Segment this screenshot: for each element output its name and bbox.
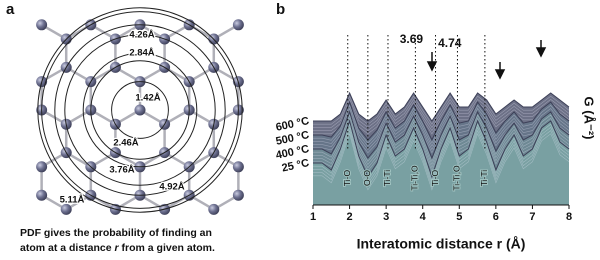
series-trace (313, 98, 570, 128)
series-line (313, 110, 570, 160)
caption-part: atom at a distance (20, 242, 115, 254)
x-tick-label: 1 (310, 211, 316, 223)
distance-label: 2.84Å (129, 48, 154, 59)
pair-label: Ti-O (430, 170, 440, 187)
pair-label: Ti-Ti,O (452, 165, 462, 191)
series-trace (313, 123, 570, 182)
y-axis-label: G (Å⁻²) (582, 97, 597, 140)
atom (134, 104, 146, 116)
series-label: 25 °C (281, 157, 311, 174)
series-line (313, 119, 570, 179)
atom (36, 189, 48, 201)
x-tick-label: 8 (566, 211, 572, 223)
pair-label: Ti-Ti,O (410, 165, 420, 191)
rings: 1.42Å 2.46Å 2.84Å 3.76Å 4.26Å 4.92Å 5.11Å (37, 7, 243, 213)
distance-ring (90, 60, 190, 160)
atom (36, 161, 48, 173)
peak-label: 3.69 (400, 32, 424, 46)
series-trace (313, 104, 570, 144)
distance-ring (54, 24, 226, 196)
x-tick-label: 3 (383, 211, 389, 223)
pair-label: Ti-O (342, 170, 352, 187)
pair-label: O-O (362, 170, 372, 186)
distance-ring (111, 81, 169, 139)
atom (232, 19, 244, 31)
pair-label: Ti-Ti (382, 170, 392, 186)
distance-ring (41, 11, 239, 209)
distance-label: 1.42Å (135, 93, 160, 104)
atom (208, 203, 220, 215)
distance-ring (37, 7, 243, 213)
caption-part: from a given atom. (119, 242, 215, 254)
series-trace (313, 107, 570, 147)
series-line (313, 91, 570, 122)
series-trace (313, 114, 570, 163)
atom (60, 203, 72, 215)
x-tick-label: 2 (347, 211, 353, 223)
x-tick-label: 4 (420, 211, 427, 223)
x-tick-label: 6 (493, 211, 499, 223)
arrows (426, 40, 547, 80)
series-trace (313, 120, 570, 169)
panel-letter: a (6, 1, 15, 18)
x-tick-label: 5 (456, 211, 462, 223)
caption: atom at a distance r from a given atom. (20, 242, 215, 254)
series-trace (313, 132, 570, 191)
series-area (313, 121, 569, 205)
distance-label: 4.26Å (129, 30, 154, 41)
x-axis-label: Interatomic distance r (Å) (357, 236, 526, 252)
series-trace (313, 117, 570, 166)
series-trace (313, 95, 570, 125)
peak-label: 4.74 (438, 36, 462, 50)
distance-label: 3.76Å (109, 165, 134, 176)
distance-label: 5.11Å (60, 195, 85, 206)
caption-variable: r (115, 242, 120, 254)
distance-ring (64, 34, 216, 186)
pair-label: Ti-Ti (479, 170, 489, 186)
series-trace (313, 110, 570, 151)
series-trace (313, 101, 570, 132)
series-trace (313, 129, 570, 188)
series-line (313, 100, 570, 142)
caption: PDF gives the probability of finding an (20, 227, 212, 239)
atom (36, 19, 48, 31)
atom (232, 189, 244, 201)
distance-ring (82, 52, 198, 168)
distance-label: 2.46Å (113, 138, 138, 149)
distance-label: 4.92Å (159, 182, 184, 193)
series-trace (313, 126, 570, 185)
x-tick-label: 7 (529, 211, 535, 223)
panel-letter: b (276, 1, 285, 18)
atom (232, 161, 244, 173)
